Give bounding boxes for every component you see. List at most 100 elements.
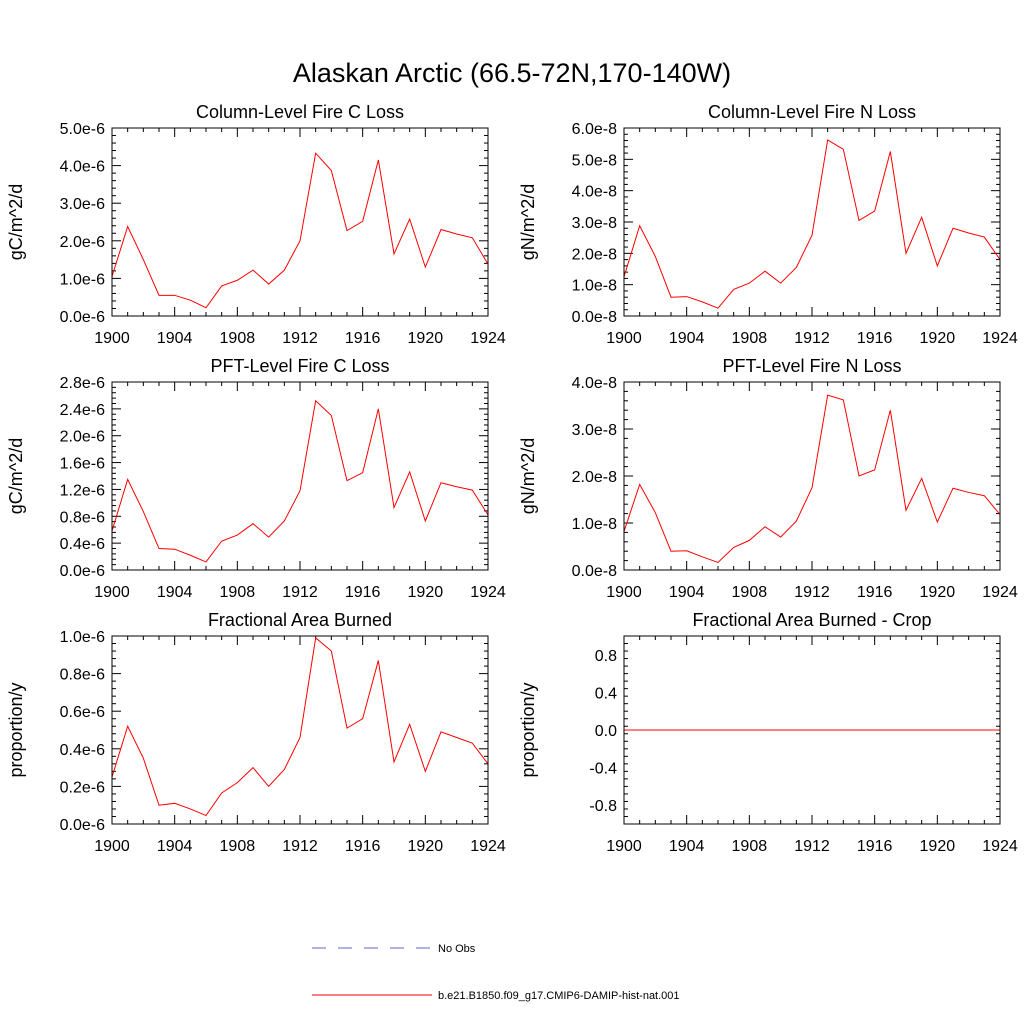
y-tick-label: -0.4 [589,761,617,778]
chart-panel: 1900 1904 1908 1912 1916 1920 1924 0.0e-6 1.0e-6… [6,102,506,347]
legend: No Obs b.e21.B1850.f09_g17.CMIP6-DAMIP-h… [312,943,680,1002]
y-tick-label: 1.0e-8 [572,516,617,533]
y-tick-label: 1.6e-6 [60,456,105,473]
y-tick-label: 5.0e-6 [60,121,105,138]
chart-panel: 1900 1904 1908 1912 1916 1920 1924 0.0e-6 0.4e-6… [6,356,506,601]
x-tick-label: 1908 [220,584,256,601]
panel-title: Fractional Area Burned [208,610,392,630]
x-tick-label: 1920 [408,584,444,601]
x-tick-label: 1916 [345,330,381,347]
x-tick-label: 1920 [408,330,444,347]
y-tick-label: 0.0e-8 [572,563,617,580]
y-tick-label: 0.4e-6 [60,536,105,553]
x-tick-label: 1924 [982,330,1018,347]
y-tick-label: 4.0e-6 [60,159,105,176]
x-tick-label: 1908 [732,330,768,347]
x-tick-label: 1916 [857,584,893,601]
y-tick-label: 3.0e-8 [572,422,617,439]
y-tick-label: 4.0e-8 [572,184,617,201]
y-axis-label: proportion/y [6,682,26,777]
y-axis-label: gN/m^2/d [518,184,538,260]
y-tick-label: 0.0e-8 [572,309,617,326]
y-tick-label: 2.0e-8 [572,469,617,486]
x-tick-label: 1916 [345,838,381,855]
y-tick-label: 0.8 [595,648,617,665]
y-tick-label: 2.0e-6 [60,429,105,446]
series-line [111,399,489,563]
x-tick-label: 1920 [920,838,956,855]
x-tick-label: 1912 [282,838,318,855]
x-tick-label: 1924 [470,838,506,855]
plot-frame [111,635,489,825]
x-tick-label: 1904 [157,584,193,601]
panels: 1900 1904 1908 1912 1916 1920 1924 0.0e-6 1.0e-6… [6,102,1018,855]
panel-title: PFT-Level Fire N Loss [722,356,901,376]
x-tick-label: 1904 [669,330,705,347]
plot-frame [623,127,1001,317]
legend-model-label: b.e21.B1850.f09_g17.CMIP6-DAMIP-hist-nat… [438,990,680,1002]
y-tick-label: 0.0e-6 [60,309,105,326]
x-tick-label: 1912 [794,330,830,347]
x-tick-label: 1908 [732,584,768,601]
x-tick-label: 1924 [982,584,1018,601]
y-tick-label: 0.2e-6 [60,779,105,796]
y-tick-label: 3.0e-6 [60,196,105,213]
x-tick-label: 1912 [282,330,318,347]
panel-title: Column-Level Fire C Loss [196,102,404,122]
y-tick-label: 4.0e-8 [572,375,617,392]
y-tick-label: 2.8e-6 [60,375,105,392]
x-tick-label: 1916 [857,330,893,347]
y-tick-label: 0.0e-6 [60,563,105,580]
x-tick-label: 1916 [345,584,381,601]
panel-title: Fractional Area Burned - Crop [692,610,931,630]
x-tick-label: 1900 [606,330,642,347]
series-line [111,636,489,817]
legend-no-obs-label: No Obs [438,943,476,955]
x-tick-label: 1920 [920,584,956,601]
panel-title: Column-Level Fire N Loss [708,102,916,122]
x-tick-label: 1908 [220,838,256,855]
x-tick-label: 1908 [220,330,256,347]
y-tick-label: 3.0e-8 [572,215,617,232]
y-tick-label: 0.4e-6 [60,742,105,759]
x-tick-label: 1900 [94,838,130,855]
x-tick-label: 1904 [669,584,705,601]
x-tick-label: 1924 [470,330,506,347]
x-tick-label: 1904 [157,838,193,855]
plot-frame [111,127,489,317]
x-tick-label: 1908 [732,838,768,855]
y-tick-label: 0.0e-6 [60,817,105,834]
x-tick-label: 1900 [94,330,130,347]
y-tick-label: 6.0e-8 [572,121,617,138]
y-tick-label: 0.6e-6 [60,704,105,721]
y-tick-label: 1.2e-6 [60,482,105,499]
figure-title: Alaskan Arctic (66.5-72N,170-140W) [293,58,731,88]
y-tick-label: 0.8e-6 [60,667,105,684]
chart-panel: 1900 1904 1908 1912 1916 1920 1924 -0.8 -0.4 0.0 0… [518,610,1018,855]
y-axis-label: gC/m^2/d [6,438,26,514]
x-tick-label: 1904 [157,330,193,347]
plot-frame [623,635,1001,825]
y-tick-label: 0.8e-6 [60,509,105,526]
x-tick-label: 1904 [669,838,705,855]
y-tick-label: 5.0e-8 [572,152,617,169]
y-tick-label: 0.0 [595,723,617,740]
x-tick-label: 1924 [982,838,1018,855]
y-tick-label: -0.8 [589,798,617,815]
series-line [623,394,1001,564]
x-tick-label: 1916 [857,838,893,855]
y-tick-label: 2.0e-6 [60,234,105,251]
series-line [111,152,489,309]
series-line [623,139,1001,309]
x-tick-label: 1912 [282,584,318,601]
y-axis-label: proportion/y [518,682,538,777]
x-tick-label: 1912 [794,838,830,855]
y-tick-label: 1.0e-8 [572,278,617,295]
plot-frame [623,381,1001,571]
x-tick-label: 1900 [94,584,130,601]
plot-frame [111,381,489,571]
chart-panel: 1900 1904 1908 1912 1916 1920 1924 0.0e-6 0.2e-6… [6,610,506,855]
chart-panel: 1900 1904 1908 1912 1916 1920 1924 0.0e-8 1.0e-8… [518,356,1018,601]
y-axis-label: gC/m^2/d [6,184,26,260]
